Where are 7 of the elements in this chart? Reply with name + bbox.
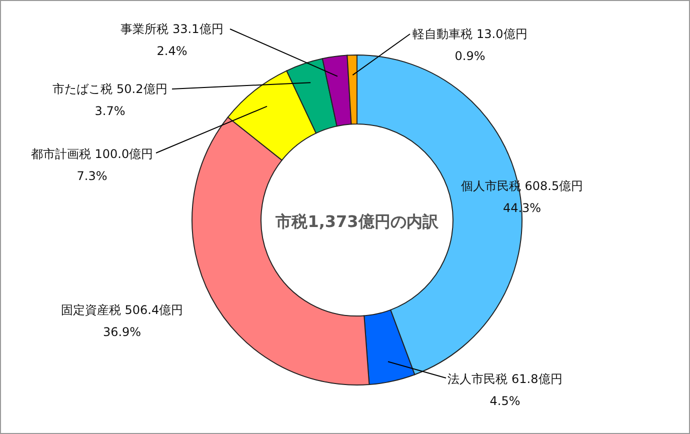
slice-label: 事業所税 33.1億円 2.4% [120,22,224,58]
slice-label: 固定資産税 506.4億円 36.9% [60,303,184,339]
slice-label: 軽自動車税 13.0億円 0.9% [412,27,528,63]
slice-label: 市たばこ税 50.2億円 3.7% [52,82,168,118]
text: 市税1,373億円の内訳 [274,212,440,231]
slice-label: 都市計画税 100.0億円 7.3% [30,147,154,183]
slice-label: 法人市民税 61.8億円 4.5% [448,372,562,408]
